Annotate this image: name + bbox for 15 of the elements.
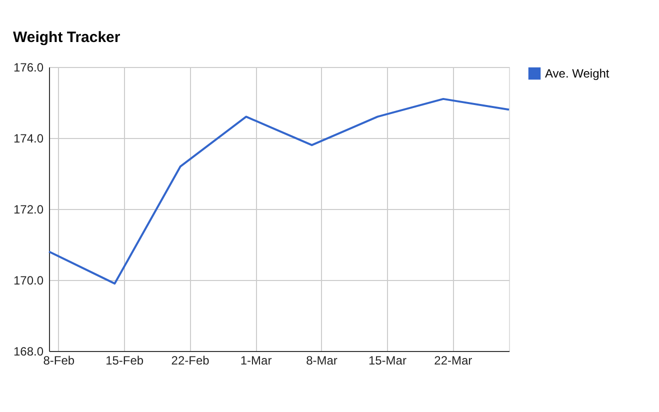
legend-label: Ave. Weight [545, 66, 610, 80]
y-tick-label: 174.0 [13, 132, 44, 146]
x-tick-label: 8-Feb [43, 354, 75, 368]
x-tick-label: 22-Mar [434, 354, 472, 368]
x-tick-label: 15-Mar [368, 354, 406, 368]
y-tick-label: 168.0 [13, 344, 44, 358]
y-tick-label: 170.0 [13, 274, 44, 288]
chart-title: Weight Tracker [12, 29, 120, 46]
line-series [48, 98, 510, 285]
x-tick-label: 22-Feb [171, 354, 210, 368]
x-tick-label: 1-Mar [240, 354, 272, 368]
y-tick-label: 176.0 [13, 60, 44, 74]
x-tick-label: 8-Mar [306, 354, 338, 368]
x-tick-label: 15-Feb [106, 354, 144, 368]
y-tick-label: 172.0 [13, 202, 44, 216]
